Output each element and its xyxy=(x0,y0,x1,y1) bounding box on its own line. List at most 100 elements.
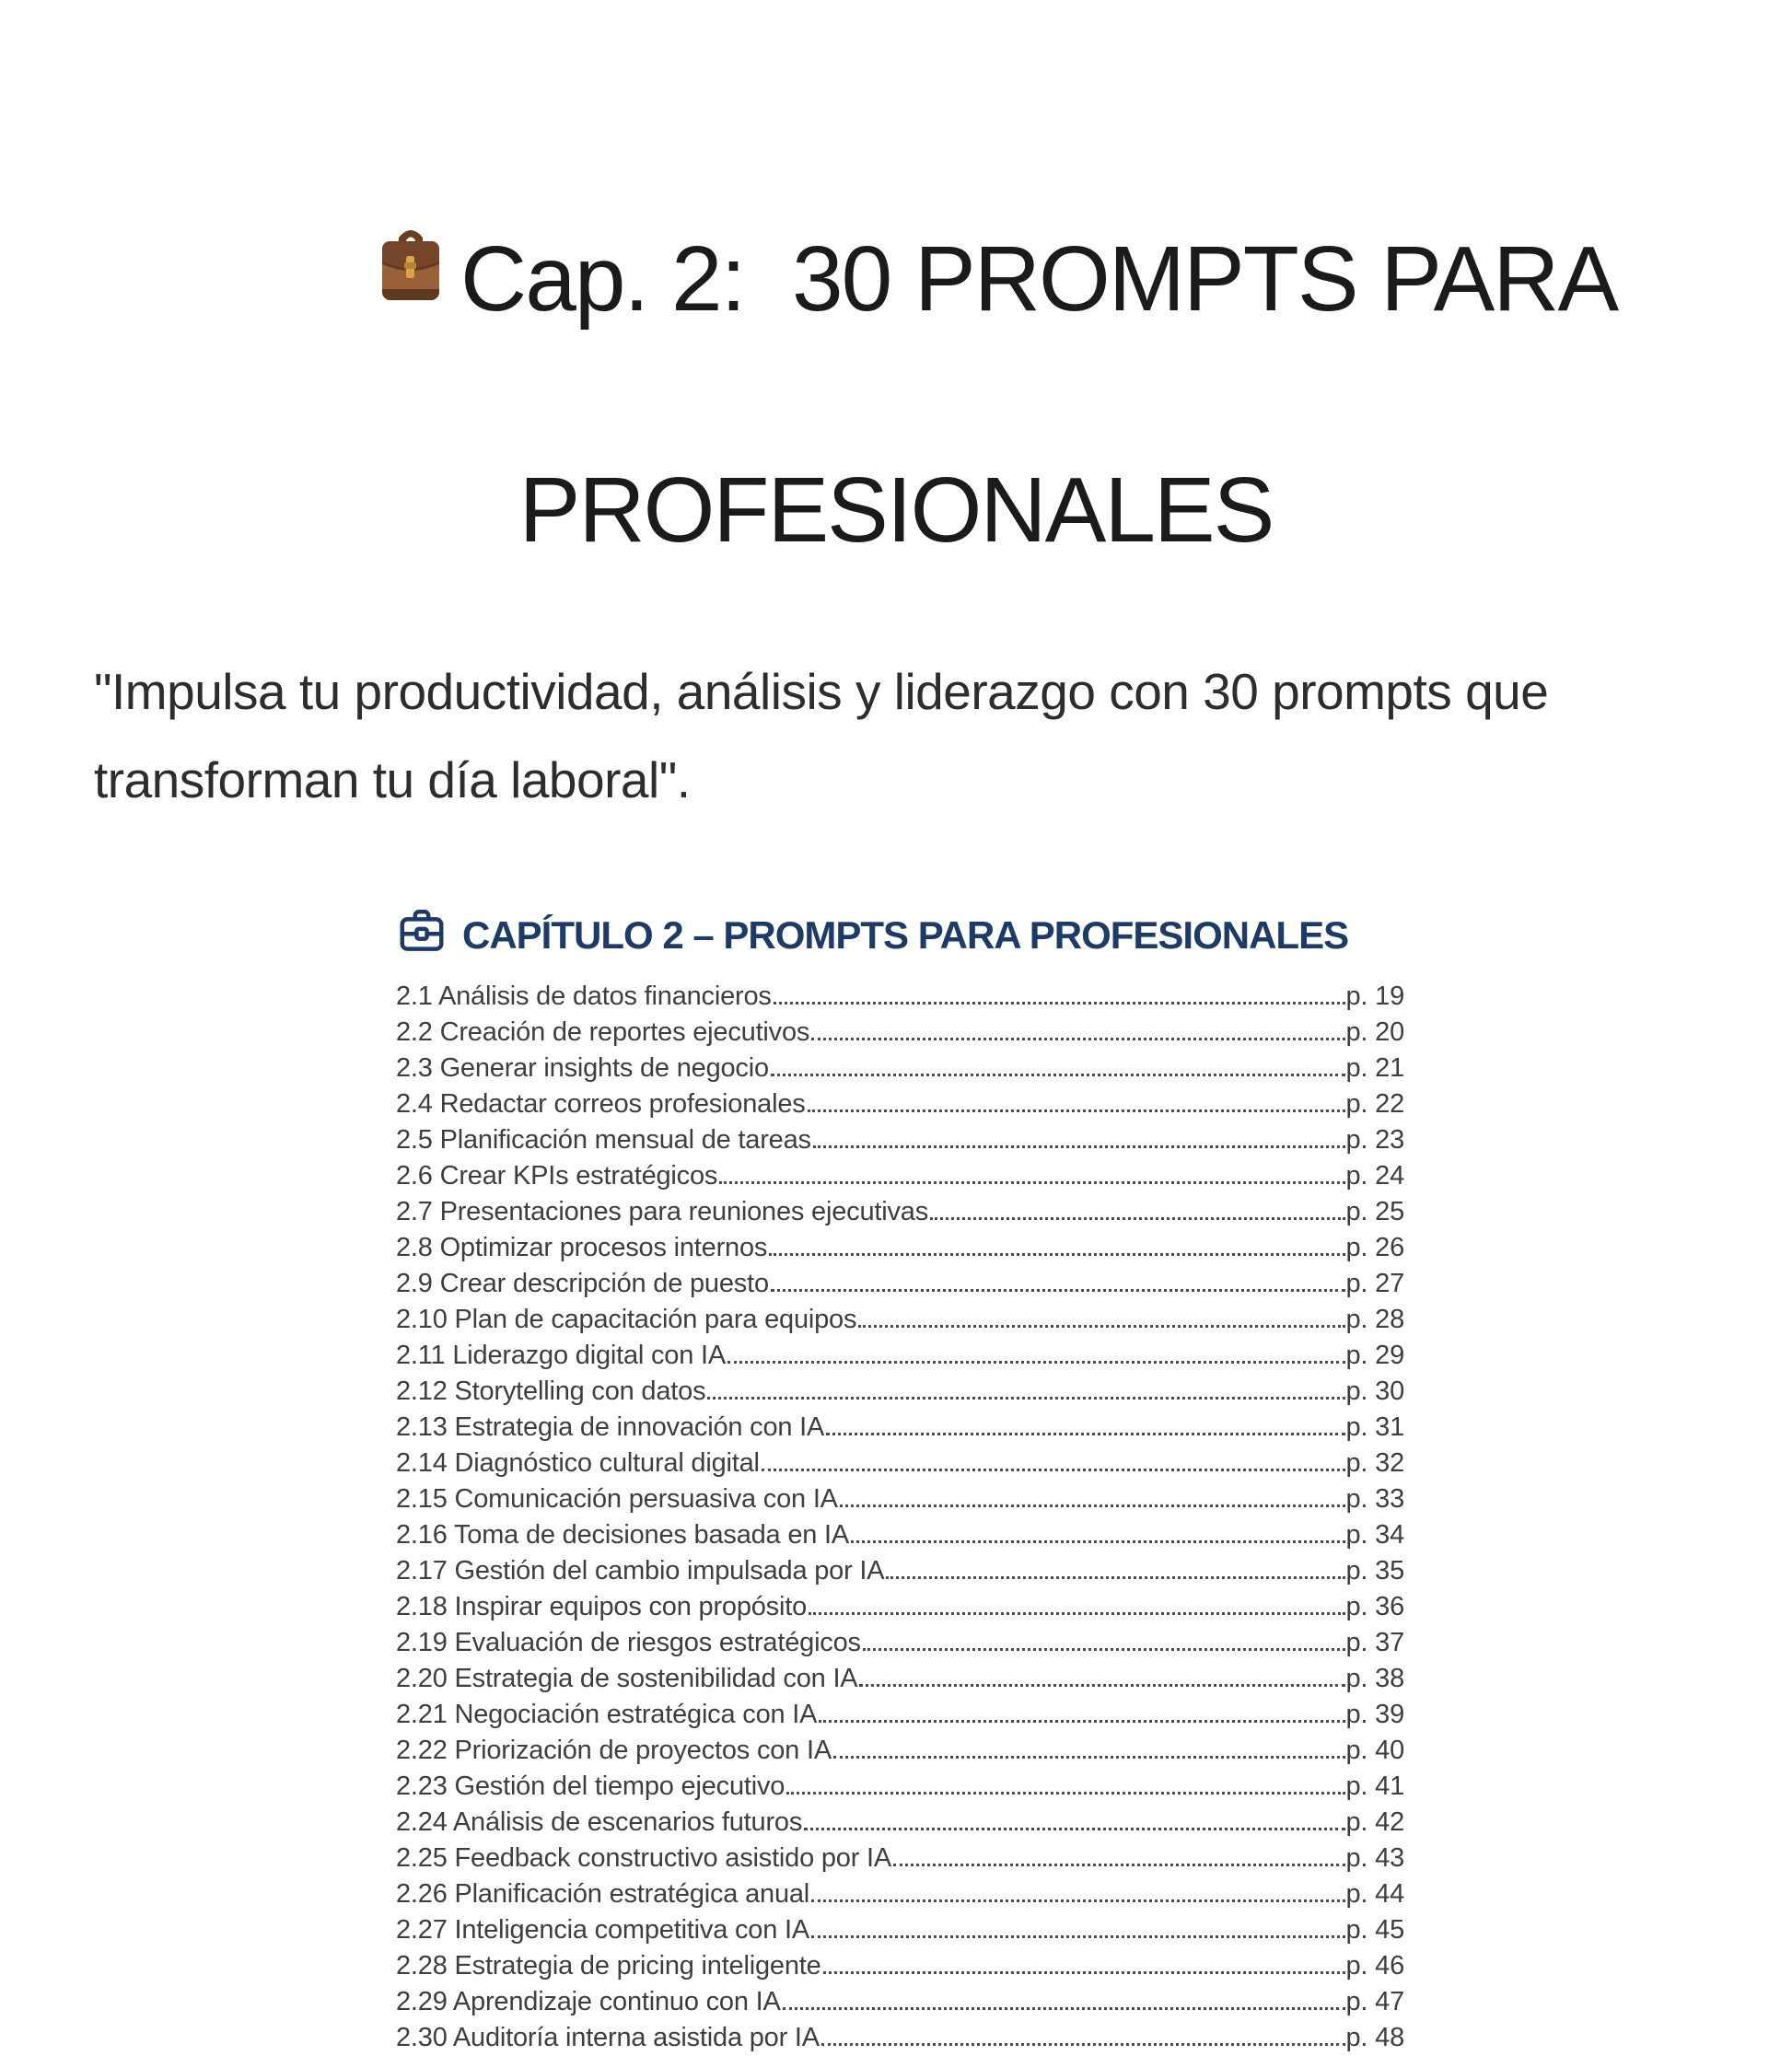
toc-entry: 2.19 Evaluación de riesgos estratégicos … xyxy=(396,1625,1404,1661)
dot-leader xyxy=(727,1361,1345,1364)
toc-entry-page: p. 19 xyxy=(1345,982,1405,1011)
chapter-title: Cap. 2: 30 PROMPTS PARA PROFESIONALES xyxy=(0,0,1792,566)
toc-entry: 2.10 Plan de capacitación para equipos p… xyxy=(396,1302,1404,1338)
toc-entry: 2.26 Planificación estratégica anual p. … xyxy=(396,1876,1404,1912)
toc-entry-label: 2.23 Gestión del tiempo ejecutivo xyxy=(396,1771,785,1801)
toc-entry-page: p. 43 xyxy=(1345,1843,1405,1873)
toc-entry-label: 2.25 Feedback constructivo asistido por … xyxy=(396,1843,892,1873)
toc-entry-label: 2.10 Plan de capacitación para equipos xyxy=(396,1305,857,1334)
toc-entry: 2.5 Planificación mensual de tareas p. 2… xyxy=(396,1122,1404,1158)
toc-entry-label: 2.19 Evaluación de riesgos estratégicos xyxy=(396,1628,861,1657)
toc-entry: 2.1 Análisis de datos financieros p. 19 xyxy=(396,979,1404,1015)
dot-leader xyxy=(770,1074,1345,1076)
dot-leader xyxy=(719,1181,1345,1184)
toc-entry-label: 2.14 Diagnóstico cultural digital xyxy=(396,1448,760,1478)
dot-leader xyxy=(769,1253,1345,1256)
toc-entry: 2.24 Análisis de escenarios futuros p. 4… xyxy=(396,1805,1404,1841)
toc-entry-label: 2.17 Gestión del cambio impulsada por IA xyxy=(396,1556,885,1586)
toc-entry-label: 2.6 Crear KPIs estratégicos xyxy=(396,1161,718,1191)
toc-entry: 2.3 Generar insights de negocio p. 21 xyxy=(396,1051,1404,1086)
dot-leader xyxy=(782,2007,1345,2010)
chapter-title-text-1: Cap. 2: 30 PROMPTS PARA xyxy=(460,227,1619,331)
table-of-contents: CAPÍTULO 2 – PROMPTS PARA PROFESIONALES … xyxy=(396,905,1404,2056)
toc-entry-page: p. 31 xyxy=(1345,1412,1405,1442)
toc-entry: 2.25 Feedback constructivo asistido por … xyxy=(396,1841,1404,1876)
toc-entry-page: p. 20 xyxy=(1345,1017,1405,1047)
toc-entry-page: p. 45 xyxy=(1345,1915,1405,1945)
toc-entry: 2.2 Creación de reportes ejecutivos p. 2… xyxy=(396,1015,1404,1051)
toc-entry-label: 2.2 Creación de reportes ejecutivos xyxy=(396,1017,810,1047)
dot-leader xyxy=(862,1648,1345,1651)
toc-entry-label: 2.7 Presentaciones para reuniones ejecut… xyxy=(396,1197,929,1226)
dot-leader xyxy=(886,1576,1345,1579)
chapter-title-line-2: PROFESIONALES xyxy=(518,459,1275,562)
toc-entry-label: 2.13 Estrategia de innovación con IA xyxy=(396,1412,825,1442)
toc-heading: CAPÍTULO 2 – PROMPTS PARA PROFESIONALES xyxy=(396,905,1404,966)
toc-entry-page: p. 29 xyxy=(1345,1341,1405,1370)
toc-entry-page: p. 36 xyxy=(1345,1592,1405,1621)
dot-leader xyxy=(811,1038,1345,1040)
toc-entry-page: p. 21 xyxy=(1345,1053,1405,1083)
toc-entry-page: p. 46 xyxy=(1345,1951,1405,1980)
toc-entry-label: 2.20 Estrategia de sostenibilidad con IA xyxy=(396,1664,858,1693)
toc-entry-label: 2.22 Priorización de proyectos con IA xyxy=(396,1736,832,1765)
toc-entry-page: p. 22 xyxy=(1345,1089,1405,1119)
toc-entry-page: p. 34 xyxy=(1345,1520,1405,1550)
toc-entry-label: 2.27 Inteligencia competitiva con IA xyxy=(396,1915,810,1945)
dot-leader xyxy=(707,1397,1345,1400)
toc-entry-label: 2.9 Crear descripción de puesto xyxy=(396,1269,769,1298)
toc-entry: 2.18 Inspirar equipos con propósito p. 3… xyxy=(396,1589,1404,1625)
dot-leader xyxy=(812,1145,1345,1148)
toc-entry: 2.9 Crear descripción de puesto p. 27 xyxy=(396,1266,1404,1302)
dot-leader xyxy=(822,1971,1345,1974)
toc-entry: 2.21 Negociación estratégica con IA p. 3… xyxy=(396,1697,1404,1733)
toc-entry: 2.29 Aprendizaje continuo con IA p. 47 xyxy=(396,1984,1404,2020)
toc-entry-page: p. 42 xyxy=(1345,1807,1405,1837)
chapter-subtitle-quote: "Impulsa tu productividad, análisis y li… xyxy=(94,663,1549,808)
toc-entry-page: p. 33 xyxy=(1345,1484,1405,1514)
toc-entry-label: 2.5 Planificación mensual de tareas xyxy=(396,1125,811,1155)
toc-entry: 2.8 Optimizar procesos internos p. 26 xyxy=(396,1230,1404,1266)
toc-entry-page: p. 47 xyxy=(1345,1987,1405,2016)
toc-entry-page: p. 37 xyxy=(1345,1628,1405,1657)
toc-entry: 2.20 Estrategia de sostenibilidad con IA… xyxy=(396,1661,1404,1697)
toc-entry: 2.13 Estrategia de innovación con IA p. … xyxy=(396,1410,1404,1446)
toc-entry-page: p. 23 xyxy=(1345,1125,1405,1155)
toc-entry-page: p. 27 xyxy=(1345,1269,1405,1298)
toc-entry: 2.28 Estrategia de pricing inteligente p… xyxy=(396,1948,1404,1984)
toc-entry-label: 2.3 Generar insights de negocio xyxy=(396,1053,769,1083)
toc-entry-label: 2.16 Toma de decisiones basada en IA xyxy=(396,1520,850,1550)
toc-entry-page: p. 35 xyxy=(1345,1556,1405,1586)
dot-leader xyxy=(930,1217,1345,1220)
toc-entry-page: p. 30 xyxy=(1345,1376,1405,1406)
toc-entry-page: p. 41 xyxy=(1345,1771,1405,1801)
toc-entry: 2.27 Inteligencia competitiva con IA p. … xyxy=(396,1912,1404,1948)
dot-leader xyxy=(839,1504,1345,1507)
toc-entry: 2.4 Redactar correos profesionales p. 22 xyxy=(396,1086,1404,1122)
toc-entry: 2.22 Priorización de proyectos con IA p.… xyxy=(396,1733,1404,1769)
toc-entry: 2.16 Toma de decisiones basada en IA p. … xyxy=(396,1517,1404,1553)
dot-leader xyxy=(832,1756,1345,1759)
dot-leader xyxy=(811,1935,1345,1938)
dot-leader xyxy=(811,1899,1345,1902)
dot-leader xyxy=(819,1720,1345,1723)
toc-entry-label: 2.29 Aprendizaje continuo con IA xyxy=(396,1987,781,2016)
dot-leader xyxy=(820,2043,1345,2046)
toc-list: 2.1 Análisis de datos financieros p. 19 … xyxy=(396,979,1404,2056)
toc-entry-page: p. 25 xyxy=(1345,1197,1405,1226)
toc-heading-label: CAPÍTULO 2 – PROMPTS PARA PROFESIONALES xyxy=(462,913,1349,957)
toc-entry: 2.12 Storytelling con datos p. 30 xyxy=(396,1374,1404,1410)
dot-leader xyxy=(786,1792,1345,1795)
toc-entry: 2.7 Presentaciones para reuniones ejecut… xyxy=(396,1194,1404,1230)
toc-entry-page: p. 24 xyxy=(1345,1161,1405,1191)
toc-entry: 2.14 Diagnóstico cultural digital p. 32 xyxy=(396,1446,1404,1481)
dot-leader xyxy=(851,1540,1345,1543)
dot-leader xyxy=(761,1469,1345,1471)
toc-entry-page: p. 48 xyxy=(1345,2023,1405,2052)
toc-entry-label: 2.18 Inspirar equipos con propósito xyxy=(396,1592,808,1621)
toc-entry-page: p. 32 xyxy=(1345,1448,1405,1478)
toc-entry: 2.11 Liderazgo digital con IA p. 29 xyxy=(396,1338,1404,1374)
dot-leader xyxy=(770,1289,1345,1292)
toc-entry: 2.30 Auditoría interna asistida por IA p… xyxy=(396,2020,1404,2056)
